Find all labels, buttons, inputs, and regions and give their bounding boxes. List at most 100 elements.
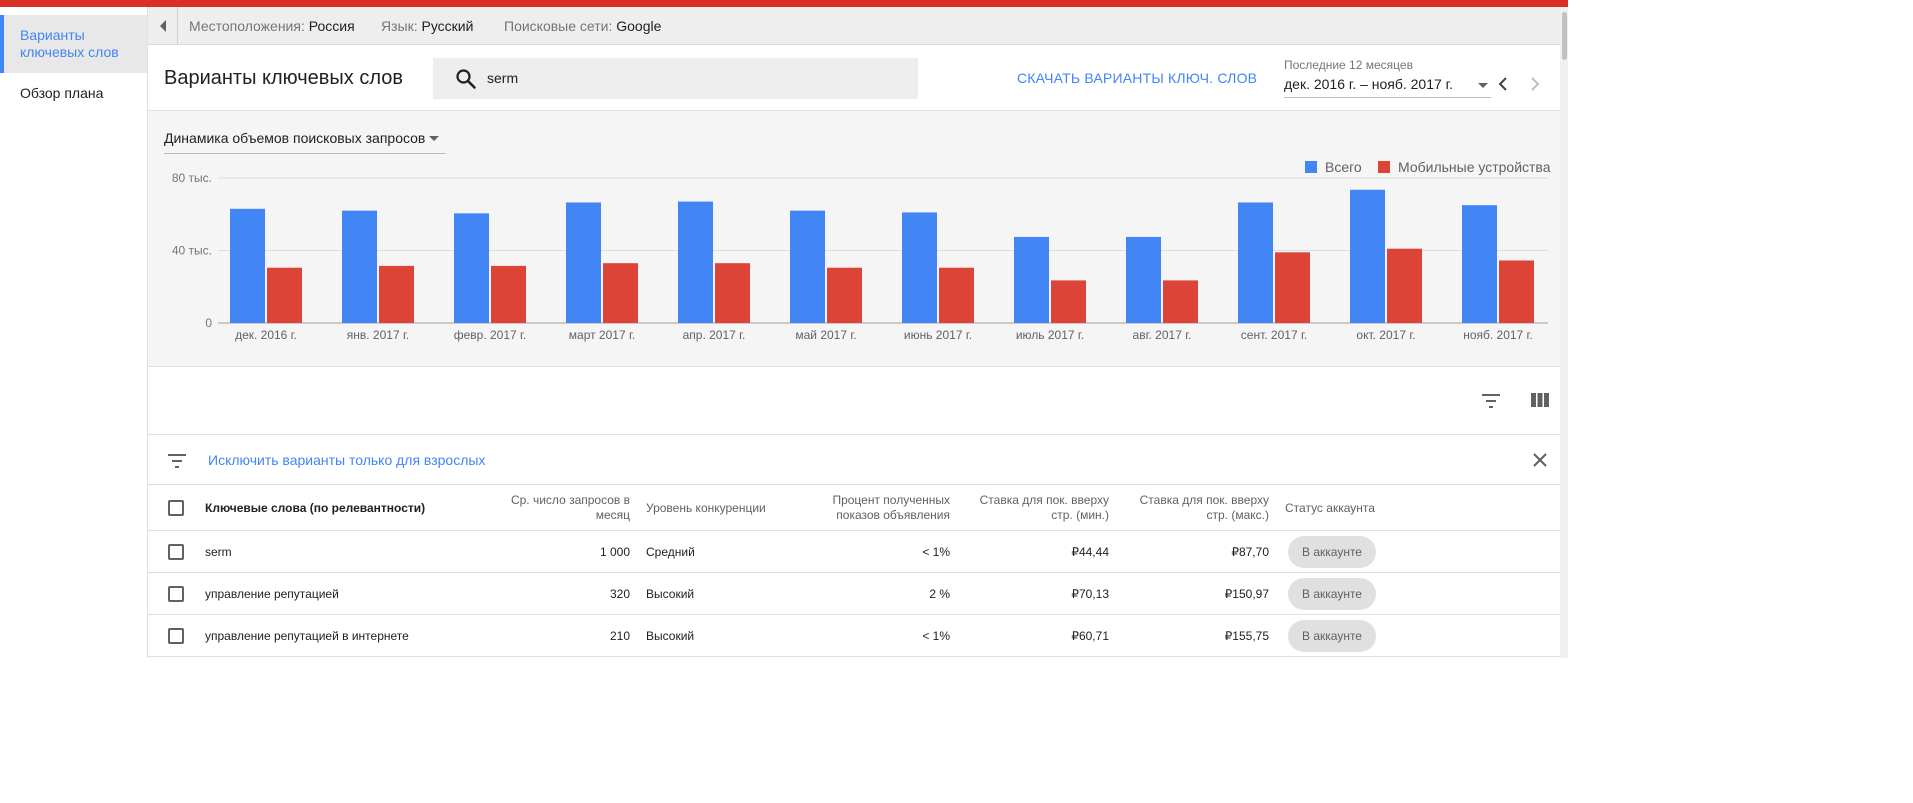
impression-cell: < 1%	[922, 629, 950, 643]
x-tick-label: март 2017 г.	[569, 328, 635, 342]
col-bid-max-line2: стр. (макс.)	[1206, 508, 1269, 522]
legend-label: Мобильные устройства	[1398, 159, 1551, 175]
filter-icon[interactable]	[1480, 391, 1502, 411]
searches-cell: 1 000	[599, 545, 630, 559]
bar-mobile	[715, 263, 750, 323]
chart-metric-select[interactable]: Динамика объемов поисковых запросов	[164, 130, 446, 154]
table-header: Ключевые слова (по релевантности) Ср. чи…	[148, 485, 1568, 531]
col-account-status[interactable]: Статус аккаунта	[1285, 501, 1375, 515]
dropdown-caret-icon	[1478, 83, 1488, 88]
x-tick-label: май 2017 г.	[795, 328, 856, 342]
date-range-caption: Последние 12 месяцев	[1284, 58, 1413, 72]
col-bid-min-line2: стр. (мин.)	[1051, 508, 1109, 522]
legend-swatch	[1305, 161, 1317, 173]
status-chip[interactable]: В аккаунте	[1288, 620, 1376, 652]
close-icon[interactable]	[1530, 450, 1550, 470]
x-tick-label: янв. 2017 г.	[347, 328, 409, 342]
language-label: Язык:	[381, 18, 418, 34]
status-chip[interactable]: В аккаунте	[1288, 578, 1376, 610]
bar-mobile	[827, 267, 862, 323]
sidebar: Варианты ключевых слов Обзор плана	[0, 7, 148, 658]
bar-total	[790, 210, 825, 323]
legend-mobile[interactable]: Мобильные устройства	[1378, 159, 1551, 175]
col-bid-max[interactable]: Ставка для пок. вверху стр. (макс.)	[1140, 493, 1269, 523]
col-keyword[interactable]: Ключевые слова (по релевантности)	[205, 501, 426, 515]
columns-icon[interactable]	[1530, 391, 1550, 409]
row-checkbox[interactable]	[168, 628, 184, 644]
col-bid-min[interactable]: Ставка для пок. вверху стр. (мин.)	[980, 493, 1109, 523]
keyword-cell: управление репутацией	[205, 587, 339, 601]
x-tick-label: окт. 2017 г.	[1356, 328, 1415, 342]
location-value: Россия	[308, 18, 355, 34]
bar-total	[566, 202, 601, 323]
col-avg-searches-line2: месяц	[595, 508, 630, 522]
chart-panel: 0 40 тыс. 80 тыс. дек. 2016 г. янв. 2017 г. ф…	[148, 111, 1568, 367]
location-label: Местоположения:	[189, 18, 305, 34]
bar-mobile	[603, 263, 638, 323]
table-row: управление репутацией 320 Высокий 2 % ₽7…	[148, 573, 1568, 615]
search-icon	[456, 69, 476, 89]
language-filter[interactable]: Язык: Русский	[381, 18, 473, 34]
row-checkbox[interactable]	[168, 586, 184, 602]
y-tick-label: 40 тыс.	[172, 244, 212, 258]
language-value: Русский	[421, 18, 474, 34]
col-avg-searches[interactable]: Ср. число запросов в месяц	[511, 493, 630, 523]
x-tick-label: июнь 2017 г.	[904, 328, 972, 342]
exclude-adult-filter-link[interactable]: Исключить варианты только для взрослых	[208, 452, 486, 468]
impression-cell: 2 %	[929, 587, 950, 601]
x-tick-label: июль 2017 г.	[1016, 328, 1084, 342]
download-ideas-button[interactable]: СКАЧАТЬ ВАРИАНТЫ КЛЮЧ. СЛОВ	[1017, 70, 1258, 86]
date-range-select[interactable]: дек. 2016 г. – нояб. 2017 г.	[1284, 76, 1491, 98]
bid-max-cell: ₽155,75	[1224, 629, 1269, 643]
status-chip[interactable]: В аккаунте	[1288, 536, 1376, 568]
keyword-cell: управление репутацией в интернете	[205, 629, 409, 643]
searches-cell: 210	[609, 629, 630, 643]
bar-mobile	[491, 265, 526, 323]
scrollbar[interactable]	[1560, 7, 1568, 658]
bar-mobile	[1051, 280, 1086, 323]
bid-min-cell: ₽44,44	[1071, 545, 1109, 559]
impression-cell: < 1%	[922, 545, 950, 559]
bid-min-cell: ₽60,71	[1071, 629, 1109, 643]
sidebar-item-plan-overview[interactable]: Обзор плана	[20, 85, 104, 101]
legend-label: Всего	[1325, 159, 1362, 175]
searches-cell: 320	[609, 587, 630, 601]
chevron-right-icon[interactable]	[1528, 75, 1542, 93]
table-row: управление репутацией в интернете 210 Вы…	[148, 615, 1568, 657]
top-stripe	[0, 0, 1568, 7]
legend-total[interactable]: Всего	[1305, 159, 1362, 175]
location-filter[interactable]: Местоположения: Россия	[189, 18, 355, 34]
row-checkbox[interactable]	[168, 544, 184, 560]
col-competition[interactable]: Уровень конкуренции	[646, 501, 766, 515]
bar-total	[342, 210, 377, 323]
x-tick-label: февр. 2017 г.	[454, 328, 527, 342]
date-range-value: дек. 2016 г. – нояб. 2017 г.	[1284, 76, 1453, 92]
bar-mobile	[267, 267, 302, 323]
select-all-checkbox[interactable]	[168, 500, 184, 516]
bar-mobile	[939, 267, 974, 323]
caret-left-icon	[159, 20, 166, 32]
keyword-table: Ключевые слова (по релевантности) Ср. чи…	[148, 485, 1568, 657]
search-input[interactable]: serm	[433, 58, 918, 99]
col-impression-share[interactable]: Процент полученных показов объявления	[832, 493, 950, 523]
bar-mobile	[1387, 248, 1422, 323]
col-bid-min-line1: Ставка для пок. вверху	[979, 493, 1109, 507]
header: Варианты ключевых слов serm СКАЧАТЬ ВАРИ…	[148, 45, 1568, 111]
scrollbar-thumb[interactable]	[1562, 12, 1567, 60]
network-filter[interactable]: Поисковые сети: Google	[504, 18, 661, 34]
sidebar-item-keyword-ideas[interactable]: Варианты ключевых слов	[0, 15, 147, 73]
bid-max-cell: ₽150,97	[1224, 587, 1269, 601]
x-tick-label: дек. 2016 г.	[235, 328, 297, 342]
filter-icon	[168, 454, 186, 468]
legend-swatch	[1378, 161, 1390, 173]
bar-total	[1014, 236, 1049, 323]
bar-total	[1238, 202, 1273, 323]
x-tick-label: сент. 2017 г.	[1241, 328, 1307, 342]
competition-cell: Высокий	[646, 587, 695, 601]
x-tick-label: авг. 2017 г.	[1133, 328, 1192, 342]
bar-total	[1126, 236, 1161, 323]
chevron-left-icon[interactable]	[1496, 75, 1510, 93]
collapse-button[interactable]	[148, 7, 178, 45]
filter-bar: Местоположения: Россия Язык: Русский Пои…	[148, 7, 1568, 45]
bar-total	[454, 213, 489, 323]
